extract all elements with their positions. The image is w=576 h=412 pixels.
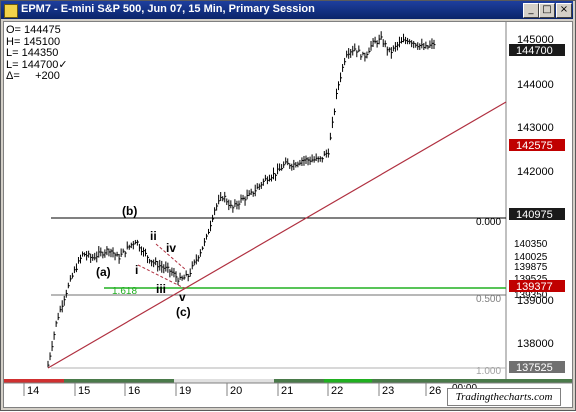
date-label: 14 — [27, 385, 39, 397]
wave-label: iii — [156, 282, 166, 296]
axis-label: 143000 — [517, 122, 554, 134]
bottom-price-tag-text: 137525 — [516, 362, 553, 374]
axis-label: 142000 — [517, 166, 554, 178]
date-label: 16 — [128, 385, 140, 397]
date-label: 20 — [230, 385, 242, 397]
session-strip-segment — [174, 379, 274, 383]
wave-label: ii — [150, 229, 157, 243]
price-label: 139875 — [514, 262, 548, 273]
close-button[interactable]: × — [556, 3, 572, 18]
ohlc-readout: O= 144475 H= 145100 L= 144350 L= 144700✓… — [6, 24, 68, 83]
wave-channel-line — [155, 243, 187, 271]
red-price-tag-text: 142575 — [516, 140, 553, 152]
date-label: 22 — [331, 385, 343, 397]
ohlc-row: O= 144475 — [6, 24, 61, 36]
app-icon — [4, 4, 18, 18]
bottom-price-tag — [509, 361, 565, 373]
low-price-tag-text: 139377 — [516, 281, 553, 293]
window-title: EPM7 - E-mini S&P 500, Jun 07, 15 Min, P… — [21, 3, 315, 15]
low-price-tag — [509, 280, 565, 292]
chart-area[interactable]: 145000 144000 143000 142000 139000 13800… — [3, 21, 573, 408]
trendline — [47, 101, 507, 369]
wave-label: (c) — [176, 305, 191, 319]
axis-label: 138000 — [517, 338, 554, 350]
fib-label-half: 0.500 — [476, 294, 501, 305]
axis-label: 145000 — [517, 34, 554, 46]
wave-channel-line — [137, 264, 185, 289]
price-chart: 145000 144000 143000 142000 139000 13800… — [4, 22, 572, 397]
fib-label-green: 1.618 — [112, 286, 137, 297]
level-price-tag-text: 140975 — [516, 209, 553, 221]
brand-logo: Tradingthecharts.com — [447, 388, 561, 406]
price-label: 140025 — [514, 252, 548, 263]
ohlc-row: Δ= +200 — [6, 70, 60, 82]
ohlc-row: L= 144350 — [6, 47, 59, 59]
maximize-button[interactable]: □ — [539, 3, 555, 18]
date-label: 19 — [179, 385, 191, 397]
date-label: 23 — [382, 385, 394, 397]
price-label: 139350 — [514, 290, 548, 301]
axis-label: 139000 — [517, 295, 554, 307]
axis-label: 144000 — [517, 79, 554, 91]
price-bars — [47, 31, 436, 368]
level-price-tag — [509, 208, 565, 220]
ohlc-row: H= 145100 — [6, 35, 61, 48]
wave-label: v — [179, 290, 186, 304]
date-label: 21 — [281, 385, 293, 397]
date-ticks — [23, 383, 427, 396]
last-price-tag-text: 144700 — [516, 45, 553, 57]
session-strip — [4, 379, 572, 383]
wave-label: iv — [166, 241, 176, 255]
fib-label-one: 1.000 — [476, 366, 501, 377]
fib-label-zero: 0.000 — [476, 217, 501, 228]
session-strip-segment — [324, 379, 372, 383]
minimize-button[interactable]: _ — [523, 3, 539, 18]
wave-label: i — [135, 263, 138, 277]
price-label: 140350 — [514, 239, 548, 250]
date-label: 26 — [429, 385, 441, 397]
red-price-tag — [509, 139, 565, 151]
title-bar[interactable]: EPM7 - E-mini S&P 500, Jun 07, 15 Min, P… — [1, 1, 573, 19]
wave-label: (a) — [96, 265, 111, 279]
session-strip-segment — [4, 379, 64, 383]
wave-label: (b) — [122, 204, 137, 218]
ohlc-row: L= 144700✓ — [6, 58, 68, 71]
price-label: 139525 — [514, 274, 548, 285]
date-label: 15 — [78, 385, 90, 397]
last-price-tag — [509, 44, 565, 56]
